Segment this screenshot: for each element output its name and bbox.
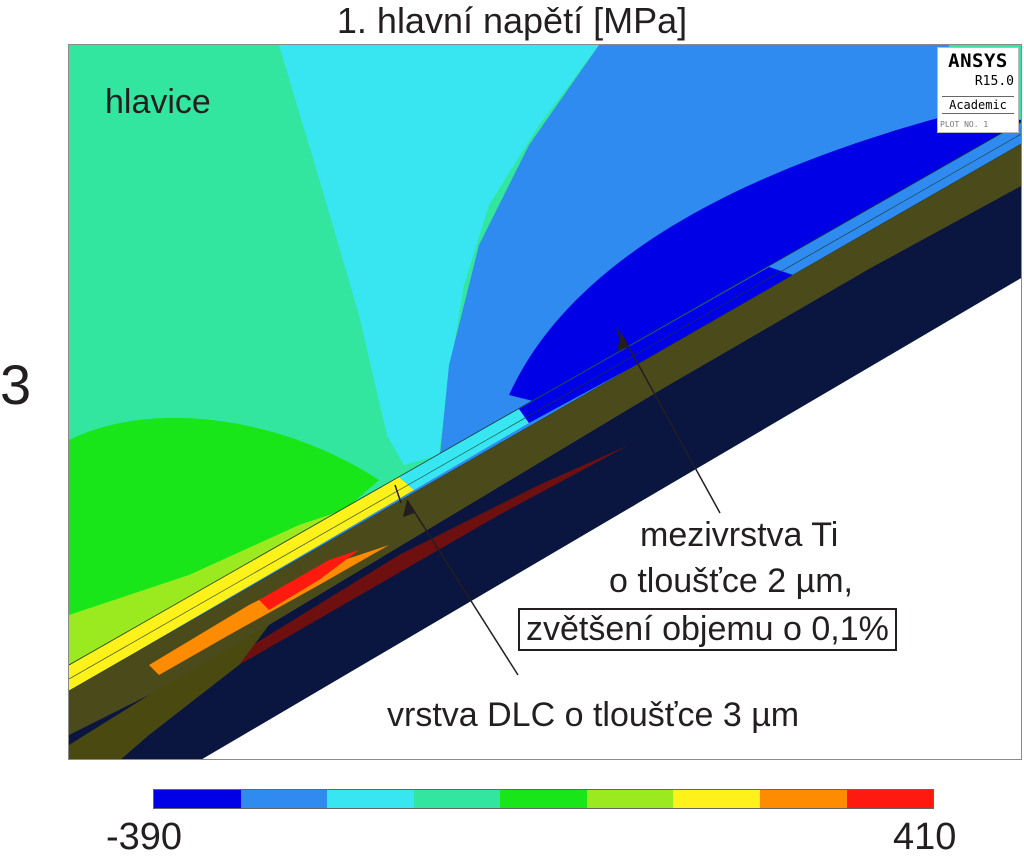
coating-darkblue [519, 267, 799, 423]
contour-field [69, 45, 1021, 759]
legend-swatch-7 [673, 790, 760, 808]
legend-swatch-9 [846, 790, 934, 808]
legend-swatch-1 [154, 790, 241, 808]
darkblue-zone [509, 115, 1021, 405]
legend-swatch-3 [327, 790, 414, 808]
head-label: hlavice [105, 83, 211, 121]
legend-swatch-6 [586, 790, 674, 808]
coating-cyan [399, 409, 529, 490]
legend-max-value: 410 [893, 816, 957, 858]
color-legend-bar [153, 789, 934, 809]
legend-swatch-2 [240, 790, 328, 808]
substrate-olive [69, 625, 269, 759]
dlc-pointer-arrowhead [403, 500, 415, 517]
stress-contour-plot: hlavice ANSYS R15.0 Academic PLOT NO. 1 [68, 44, 1022, 760]
dlc-pointer-line [406, 499, 519, 676]
ti-layer-label-1: mezivrstva Ti [640, 516, 839, 554]
ti-pointer-line [620, 332, 721, 514]
legend-swatch-5 [500, 790, 587, 808]
ansys-logo: ANSYS R15.0 Academic PLOT NO. 1 [937, 47, 1019, 133]
ti-layer-label-2: o tloušťce 2 µm, [609, 562, 853, 600]
ti-volume-change-box: zvětšení objemu o 0,1% [518, 608, 897, 651]
green-lobe [69, 417, 379, 615]
coating-yellow [69, 477, 414, 691]
legend-swatch-4 [413, 790, 501, 808]
dlc-layer-label: vrstva DLC o tloušťce 3 µm [387, 696, 800, 734]
outside-region [202, 278, 1021, 759]
panel-number: 3 [0, 353, 32, 416]
legend-swatch-8 [759, 790, 847, 808]
red-patch [259, 550, 359, 610]
plot-title: 1. hlavní napětí [MPa] [336, 0, 688, 41]
legend-min-value: -390 [106, 816, 183, 858]
cyan-zone [279, 45, 599, 465]
